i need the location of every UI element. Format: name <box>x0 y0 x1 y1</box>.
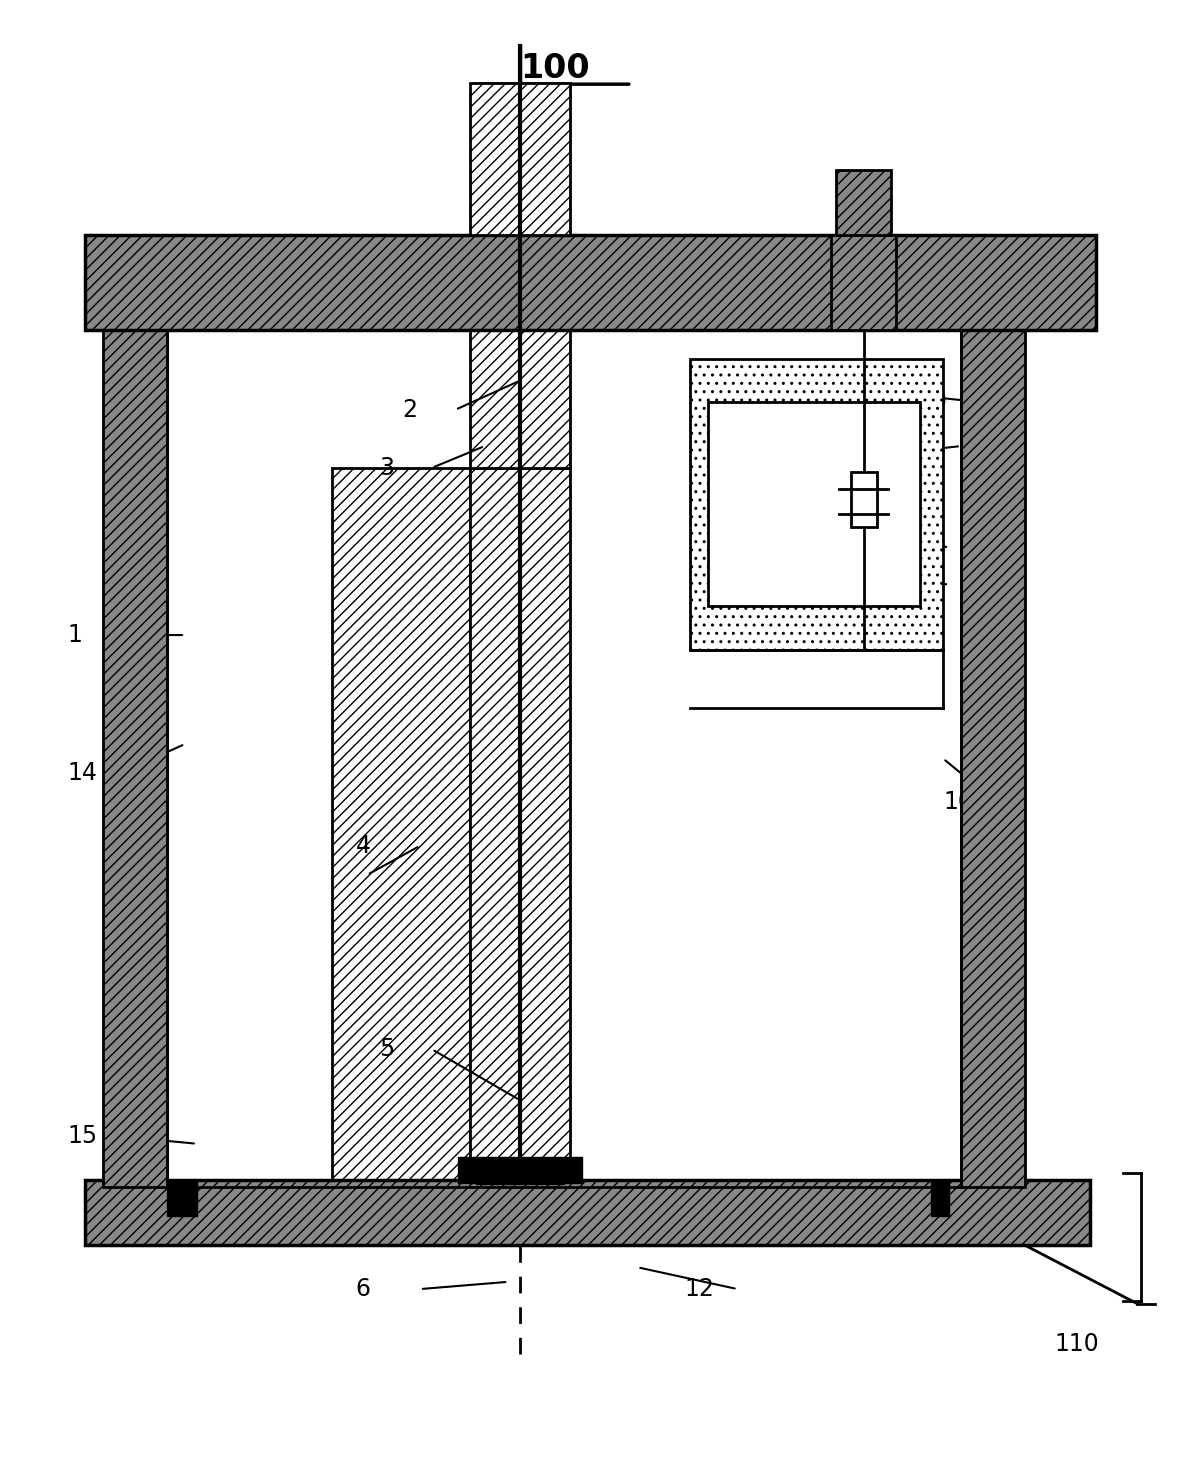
Bar <box>831 235 896 330</box>
Text: 2: 2 <box>403 398 417 422</box>
Bar <box>85 235 1096 330</box>
Text: 1: 1 <box>67 623 83 646</box>
Bar <box>470 468 570 1188</box>
Bar <box>691 359 944 649</box>
Text: 8: 8 <box>908 435 924 458</box>
Text: 3: 3 <box>379 455 394 480</box>
Text: 100: 100 <box>521 51 590 85</box>
Bar <box>91 298 180 330</box>
Bar <box>458 1157 582 1183</box>
Text: 14: 14 <box>67 762 97 785</box>
Text: 7: 7 <box>896 572 911 597</box>
Bar <box>476 1158 565 1185</box>
Bar <box>470 83 570 235</box>
Bar <box>679 330 961 1188</box>
Bar <box>709 403 920 605</box>
Bar <box>932 1180 950 1217</box>
Bar <box>850 473 876 528</box>
Text: 110: 110 <box>1055 1332 1100 1357</box>
Text: 13: 13 <box>896 535 926 560</box>
Text: 9: 9 <box>932 391 946 414</box>
Text: 15: 15 <box>67 1125 98 1148</box>
Bar <box>836 169 892 235</box>
Text: 10: 10 <box>944 791 973 814</box>
Bar <box>168 330 961 1188</box>
Bar <box>168 1180 197 1217</box>
Bar <box>103 330 168 1188</box>
Text: 4: 4 <box>355 833 371 858</box>
Bar <box>950 298 1037 330</box>
Text: 5: 5 <box>379 1037 394 1061</box>
Bar <box>168 330 332 1188</box>
Text: 12: 12 <box>685 1277 715 1301</box>
Bar <box>85 1180 1090 1246</box>
Text: 11: 11 <box>966 1176 997 1199</box>
Text: 6: 6 <box>355 1277 371 1301</box>
Bar <box>470 330 570 468</box>
Bar <box>332 468 470 1188</box>
Bar <box>961 330 1025 1188</box>
